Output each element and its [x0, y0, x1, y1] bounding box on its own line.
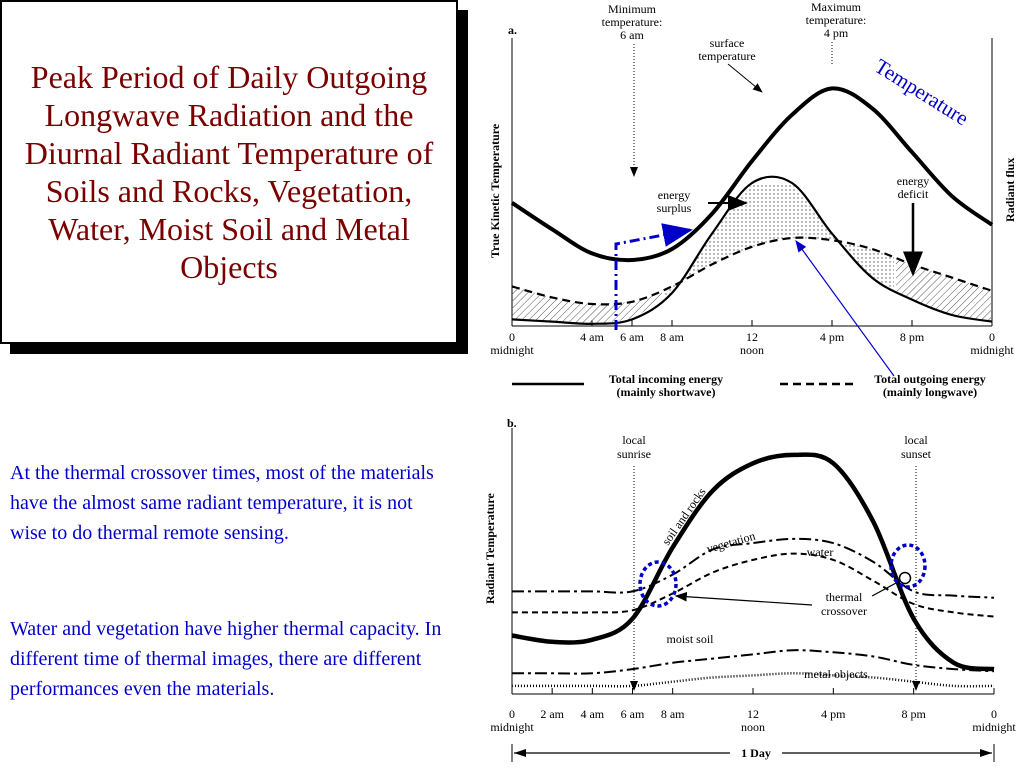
blue-pointer-line — [795, 240, 895, 377]
surface-temp-pointer — [727, 63, 763, 93]
surface-temp-label-2: temperature — [698, 49, 755, 63]
energy-surplus-area — [664, 183, 894, 299]
x-tick-label-6: 8 pm — [900, 330, 925, 344]
blue-annotation-arrow — [614, 223, 693, 330]
surface-temp-label-1: surface — [710, 36, 745, 50]
metal-objects-line — [511, 672, 995, 688]
sunrise-label-1: local — [622, 433, 646, 447]
energy-surplus-label-1: energy — [658, 188, 690, 202]
min-temp-label-1: Minimum — [608, 2, 657, 16]
energy-surplus-label-2: surplus — [657, 201, 692, 215]
panel-a-label: a. — [508, 23, 517, 37]
max-temp-label-1: Maximum — [811, 0, 862, 14]
max-temp-label-2: temperature: — [806, 13, 867, 27]
moist-soil-line — [511, 649, 995, 675]
crossover-paragraph: At the thermal crossover times, most of … — [10, 462, 434, 544]
energy-deficit-label-2: deficit — [898, 187, 929, 201]
x-tick-label-7: 8 pm — [901, 707, 926, 721]
vegetation-label: vegetation — [705, 529, 757, 556]
day-label: 1 Day — [741, 746, 771, 760]
vegetation-line — [512, 537, 995, 599]
x-tick-label-2: 4 am — [580, 707, 604, 721]
day-arrowhead-left — [514, 749, 526, 757]
x-tick-label-4: 8 am — [661, 707, 685, 721]
energy-deficit-label-1: energy — [897, 174, 929, 188]
panel-a-y2label: Radiant flux — [1003, 158, 1017, 222]
sunrise-label-2: sunrise — [617, 447, 651, 461]
water-label: water — [807, 545, 834, 559]
soil-and-rocks-line — [511, 452, 995, 672]
crossover-pointer-left — [674, 591, 813, 606]
x-tick-sublabel-0: midnight — [490, 343, 534, 357]
crossover-marker — [898, 571, 912, 585]
metal-objects-label: metal objects — [804, 667, 868, 681]
thermal-capacity-paragraph: Water and vegetation have higher thermal… — [10, 618, 442, 700]
water-line — [512, 552, 995, 618]
legend-incoming-sub: (mainly shortwave) — [617, 385, 716, 399]
crossover-highlight-evening — [889, 543, 927, 589]
crossover-label-1: thermal — [826, 590, 863, 604]
legend-outgoing-label: Total outgoing energy — [874, 372, 986, 386]
x-tick-label-4: 12 — [746, 330, 758, 344]
x-tick-label-7: 0 — [989, 330, 995, 344]
sunset-label-1: local — [904, 433, 928, 447]
min-temp-label-2: temperature: — [602, 15, 663, 29]
temperature-annotation: Temperature — [870, 54, 972, 130]
legend-incoming-label: Total incoming energy — [609, 372, 723, 386]
x-tick-label-8: 0 — [991, 707, 997, 721]
x-tick-label-5: 12 — [747, 707, 759, 721]
x-tick-sublabel-5: noon — [741, 720, 765, 734]
x-tick-label-0: 0 — [509, 707, 515, 721]
panel-b-ylabel: Radiant Temperature — [483, 493, 497, 604]
panel-b-label: b. — [507, 416, 517, 430]
x-tick-sublabel-8: midnight — [972, 720, 1016, 734]
x-tick-label-6: 4 pm — [821, 707, 846, 721]
x-tick-sublabel-0: midnight — [490, 720, 534, 734]
min-temp-label-3: 6 am — [620, 28, 644, 42]
incoming-energy-line — [511, 175, 993, 325]
day-arrowhead-right — [980, 749, 992, 757]
crossover-pointer-right — [871, 581, 899, 597]
legend-outgoing-sub: (mainly longwave) — [883, 385, 977, 399]
sunset-label-2: sunset — [901, 447, 932, 461]
panel-a-ylabel: True Kinetic Temperature — [488, 123, 502, 258]
surface-temperature-line — [510, 86, 994, 263]
page-title: Peak Period of Daily Outgoing Longwave R… — [24, 59, 434, 285]
x-tick-label-2: 6 am — [620, 330, 644, 344]
x-tick-label-3: 6 am — [621, 707, 645, 721]
x-tick-label-0: 0 — [509, 330, 515, 344]
moist-soil-label: moist soil — [666, 632, 714, 646]
energy-deficit-area-morning — [512, 286, 662, 324]
x-tick-label-5: 4 pm — [820, 330, 845, 344]
x-tick-label-1: 2 am — [540, 707, 564, 721]
x-tick-label-3: 8 am — [660, 330, 684, 344]
crossover-label-2: crossover — [821, 604, 867, 618]
max-temp-label-3: 4 pm — [824, 26, 849, 40]
crossover-highlight-morning — [638, 560, 678, 608]
x-tick-sublabel-7: midnight — [970, 343, 1014, 357]
soil-and-rocks-label: soil and rocks — [659, 485, 709, 548]
x-tick-sublabel-4: noon — [740, 343, 764, 357]
x-tick-label-1: 4 am — [580, 330, 604, 344]
title-box: Peak Period of Daily Outgoing Longwave R… — [0, 0, 458, 344]
